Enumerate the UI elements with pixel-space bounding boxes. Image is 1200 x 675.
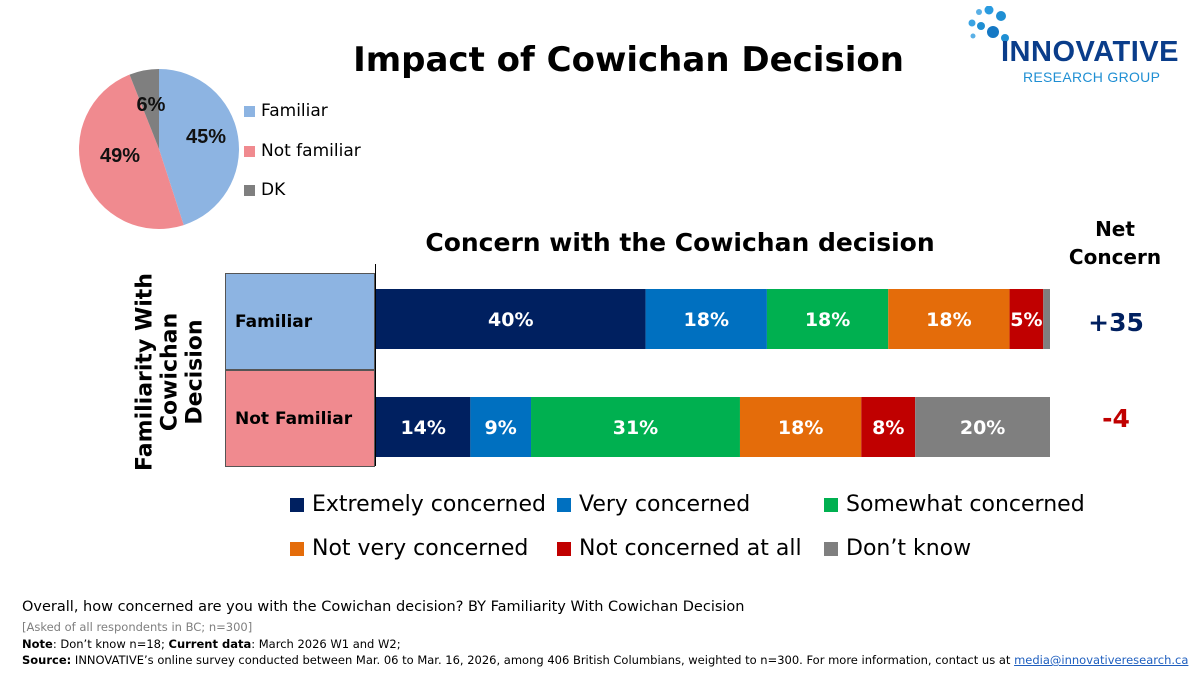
- bar-segment: [376, 397, 471, 457]
- legend-swatch: [244, 105, 255, 117]
- legend-swatch: [824, 497, 838, 512]
- legend-label: Not very concerned: [312, 536, 529, 561]
- pie-slice-not-familiar: [79, 74, 184, 229]
- legend-swatch: [824, 541, 838, 556]
- legend-label: Very concerned: [579, 492, 751, 517]
- familiarity-pie-chart: 45% 49% 6%: [79, 69, 239, 229]
- logo-dots-icon: [968, 6, 1009, 42]
- bar-segment: [645, 289, 767, 349]
- note-text: : Don’t know n=18;: [52, 637, 169, 651]
- pie-data-label: 6%: [137, 94, 166, 116]
- bar-segment: [915, 397, 1050, 457]
- bar-data-label: 20%: [960, 417, 1005, 439]
- bar-segment: [376, 289, 646, 349]
- pie-legend-label: Not familiar: [261, 141, 361, 161]
- legend-swatch: [244, 184, 255, 196]
- legend-label: Somewhat concerned: [846, 492, 1085, 517]
- bar-data-label: 5%: [1010, 309, 1042, 331]
- source-label: Source:: [22, 653, 72, 667]
- current-data-text: : March 2026 W1 and W2;: [251, 637, 401, 651]
- bar-data-label: 18%: [778, 417, 823, 439]
- note-line: Note: Don’t know n=18; Current data: Mar…: [22, 637, 401, 651]
- note-label: Note: [22, 637, 53, 651]
- bar-segment: [766, 289, 889, 349]
- category-axis-line: [375, 264, 376, 466]
- bar-data-label: 18%: [805, 309, 850, 331]
- sample-note: [Asked of all respondents in BC; n=300]: [22, 620, 253, 634]
- pie-legend-label: Familiar: [261, 101, 328, 121]
- bar-data-label: 8%: [872, 417, 904, 439]
- legend-swatch: [290, 497, 304, 512]
- source-line: Source: INNOVATIVE’s online survey condu…: [22, 653, 1188, 667]
- net-concern-title: Net Concern: [1060, 215, 1170, 271]
- y-axis-title-text: Familiarity With Cowichan Decision: [132, 273, 208, 471]
- bar-segment: [739, 397, 862, 457]
- pie-legend-dk: DK: [244, 180, 285, 200]
- bar-segment: [1043, 289, 1050, 349]
- survey-question: Overall, how concerned are you with the …: [22, 599, 745, 615]
- net-concern-familiar: +35: [1088, 308, 1144, 337]
- category-familiar: Familiar: [225, 273, 375, 370]
- legend-extremely-concerned: Extremely concerned: [290, 492, 546, 517]
- category-label: Familiar: [235, 311, 313, 332]
- page-title: Impact of Cowichan Decision: [353, 40, 904, 80]
- bar-data-label: 31%: [613, 417, 658, 439]
- bar-chart-title: Concern with the Cowichan decision: [425, 228, 935, 257]
- pie-data-label: 45%: [186, 126, 226, 148]
- bar-segment: [1009, 289, 1044, 349]
- bar-segment: [531, 397, 740, 457]
- legend-swatch: [244, 145, 255, 157]
- legend-label: Not concerned at all: [579, 536, 802, 561]
- logo-wordmark: INNOVATIVE: [1001, 36, 1179, 68]
- current-data-label: Current data: [168, 637, 252, 651]
- bar-data-label: 14%: [400, 417, 445, 439]
- net-title-line: Concern: [1068, 245, 1162, 269]
- pie-legend-familiar: Familiar: [244, 101, 328, 121]
- logo-subtitle: RESEARCH GROUP: [1023, 69, 1161, 85]
- legend-swatch: [290, 541, 304, 556]
- category-label: Not Familiar: [235, 408, 353, 429]
- innovative-logo: INNOVATIVE RESEARCH GROUP: [965, 6, 1178, 86]
- category-not-familiar: Not Familiar: [225, 370, 375, 467]
- pie-data-label: 49%: [100, 145, 140, 167]
- pie-legend-not-familiar: Not familiar: [244, 141, 361, 161]
- legend-label: Extremely concerned: [312, 492, 546, 517]
- bar-segment: [861, 397, 916, 457]
- net-title-line: Net: [1095, 217, 1135, 241]
- legend-swatch: [557, 541, 571, 556]
- net-concern-not-familiar: -4: [1102, 404, 1130, 433]
- legend-dont-know: Don’t know: [824, 536, 971, 561]
- legend-label: Don’t know: [846, 536, 972, 561]
- bar-data-label: 9%: [485, 417, 517, 439]
- contact-email-link[interactable]: media@innovativeresearch.ca: [1014, 653, 1189, 667]
- pie-legend-label: DK: [261, 180, 286, 200]
- legend-very-concerned: Very concerned: [557, 492, 750, 517]
- legend-not-very-concerned: Not very concerned: [290, 536, 528, 561]
- source-text: INNOVATIVE’s online survey conducted bet…: [71, 653, 1015, 667]
- legend-somewhat-concerned: Somewhat concerned: [824, 492, 1085, 517]
- bar-data-label: 40%: [488, 309, 533, 331]
- bar-segment: [888, 289, 1010, 349]
- bar-data-label: 18%: [926, 309, 971, 331]
- legend-not-concerned-at-all: Not concerned at all: [557, 536, 802, 561]
- concern-stacked-bars: 40% 18% 18% 18% 5% 14% 9% 31% 18% 8% 20%: [376, 289, 1050, 457]
- bar-data-label: 18%: [684, 309, 729, 331]
- pie-slice-dk: [129, 69, 159, 149]
- legend-swatch: [557, 497, 571, 512]
- pie-slice-familiar: [159, 69, 239, 226]
- bar-segment: [470, 397, 532, 457]
